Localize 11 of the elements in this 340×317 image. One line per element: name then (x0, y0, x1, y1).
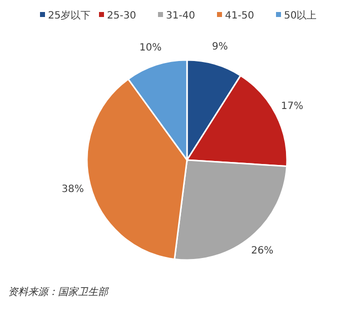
legend-label: 31-40 (166, 10, 196, 22)
legend-label: 41-50 (225, 10, 254, 22)
legend-label: 50以上 (284, 10, 317, 22)
text: 资料来源：国家卫生部 (8, 286, 110, 298)
legend-label: 25岁以下 (48, 10, 91, 22)
data-label: 38% (62, 184, 84, 196)
legend-label: 25-30 (107, 10, 136, 22)
data-label: 17% (281, 101, 304, 112)
data-label: 26% (251, 246, 274, 257)
data-label: 9% (212, 41, 228, 52)
data-label: 10% (139, 42, 162, 54)
